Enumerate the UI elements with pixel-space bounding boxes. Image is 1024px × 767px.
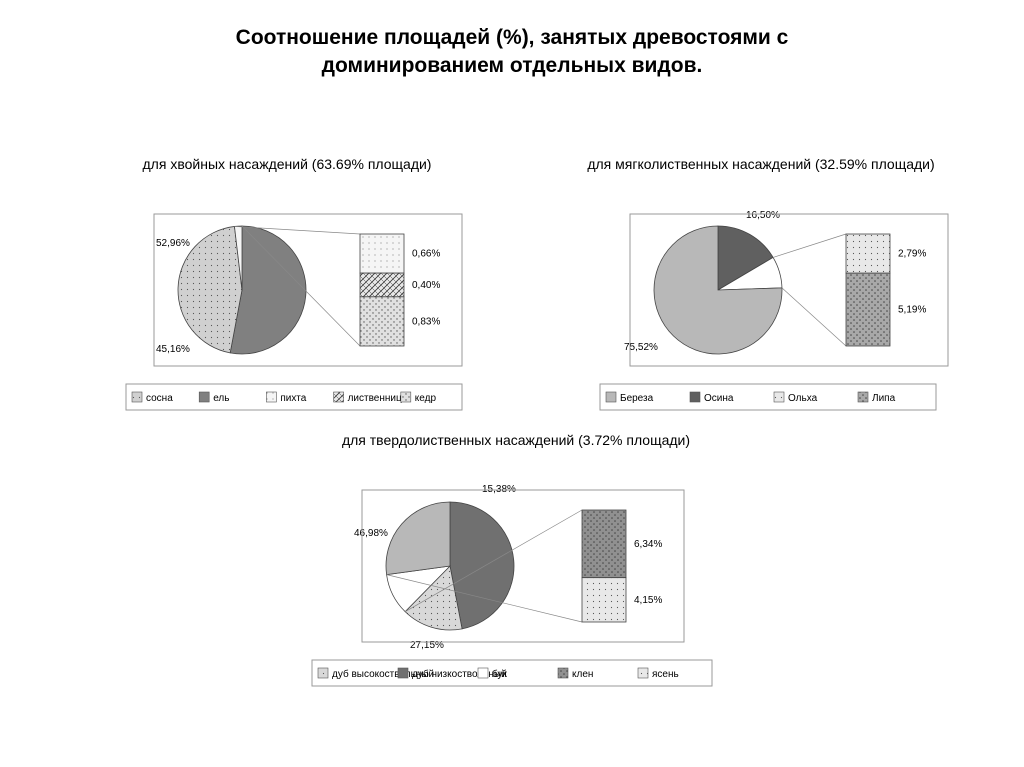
pie-slice-label: 45,16% xyxy=(156,344,190,355)
pie-slice-label: 52,96% xyxy=(156,238,190,249)
legend-label: кедр xyxy=(415,393,437,404)
bar-segment-label: 0,40% xyxy=(412,280,440,291)
pie-slice-label: 46,98% xyxy=(354,528,388,539)
breakout-connector xyxy=(773,234,846,257)
bar-segment xyxy=(846,273,890,346)
bar-segment-label: 5,19% xyxy=(898,305,926,316)
legend-label: Ольха xyxy=(788,393,818,404)
chart1-title: для хвойных насаждений (63.69% площади) xyxy=(72,156,502,172)
legend-swatch xyxy=(774,392,784,402)
pie-slice-label: 75,52% xyxy=(624,342,658,353)
breakout-connector xyxy=(782,288,846,346)
legend-swatch xyxy=(318,668,328,678)
chart-hardwood: для твердолиственных насаждений (3.72% п… xyxy=(286,432,746,692)
chart-softwood: для мягколиственных насаждений (32.59% п… xyxy=(546,156,976,416)
legend-swatch xyxy=(199,392,209,402)
chart2-svg: 16,50% 75,52% 2,79% 5,19% Береза Осина Ольха Ли… xyxy=(546,180,976,416)
legend-label: Липа xyxy=(872,393,896,404)
pie-slice xyxy=(386,502,450,575)
legend-label: клен xyxy=(572,669,593,680)
legend-label: лиственница xyxy=(348,393,408,404)
bar-segment xyxy=(360,297,404,346)
legend-swatch xyxy=(858,392,868,402)
bar-segment-label: 0,66% xyxy=(412,249,440,260)
bar-segment xyxy=(360,234,404,273)
bar-segment-label: 6,34% xyxy=(634,539,662,550)
bar-segment xyxy=(360,273,404,297)
bar-segment xyxy=(846,234,890,273)
chart2-title: для мягколиственных насаждений (32.59% п… xyxy=(546,156,976,172)
legend-label: сосна xyxy=(146,393,173,404)
legend-swatch xyxy=(401,392,411,402)
chart-coniferous: для хвойных насаждений (63.69% площади) … xyxy=(72,156,502,416)
bar-segment xyxy=(582,578,626,622)
pie-slice-label: 16,50% xyxy=(746,210,780,221)
legend-label: Осина xyxy=(704,393,734,404)
legend-swatch xyxy=(558,668,568,678)
legend-swatch xyxy=(606,392,616,402)
legend-label: ель xyxy=(213,393,229,404)
legend-swatch xyxy=(132,392,142,402)
title-line-2: доминированием отдельных видов. xyxy=(322,54,703,77)
legend-label: бук xyxy=(492,668,508,680)
legend-swatch xyxy=(398,668,408,678)
legend-swatch xyxy=(638,668,648,678)
chart3-title: для твердолиственных насаждений (3.72% п… xyxy=(286,432,746,448)
legend-swatch xyxy=(334,392,344,402)
title-line-1: Соотношение площадей (%), занятых древос… xyxy=(236,26,789,49)
bar-segment xyxy=(582,510,626,578)
legend-swatch xyxy=(478,668,488,678)
chart1-svg: 52,96% 45,16% 0,66% 0,40% 0,83% сосна ель пихта… xyxy=(72,180,502,416)
pie-slice xyxy=(450,502,514,629)
bar-segment-label: 0,83% xyxy=(412,316,440,327)
page-title: Соотношение площадей (%), занятых древос… xyxy=(0,24,1024,81)
legend-swatch xyxy=(690,392,700,402)
legend-label: Береза xyxy=(620,393,654,404)
legend-label: ясень xyxy=(652,669,679,680)
page: Соотношение площадей (%), занятых древос… xyxy=(0,0,1024,767)
bar-segment-label: 2,79% xyxy=(898,249,926,260)
legend-swatch xyxy=(266,392,276,402)
chart3-svg: 46,98%15,38%27,15%6,34%4,15%дуб высокост… xyxy=(286,456,746,692)
bar-segment-label: 4,15% xyxy=(634,595,662,606)
legend-label: пихта xyxy=(280,393,306,404)
